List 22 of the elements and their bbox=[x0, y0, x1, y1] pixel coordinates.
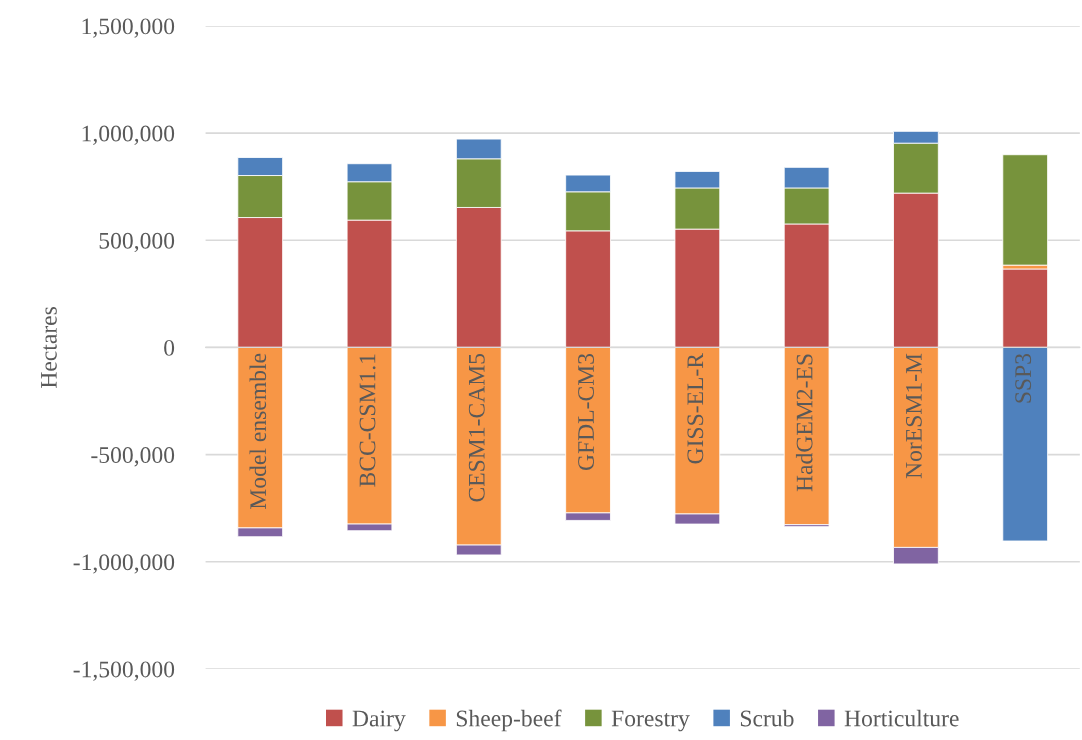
x-tick-label: SSP3 bbox=[1015, 353, 1032, 403]
x-tick-label: CESM1-CAM5 bbox=[468, 353, 485, 502]
y-tick-label: 500,000 bbox=[99, 232, 175, 253]
y-tick-label: -1,000,000 bbox=[73, 554, 175, 574]
legend-label: Scrub bbox=[740, 709, 794, 727]
legend-label: Forestry bbox=[611, 710, 690, 732]
legend-label: Dairy bbox=[352, 710, 406, 732]
x-tick-label: GFDL-CM3 bbox=[578, 353, 594, 471]
y-tick-label: -1,500,000 bbox=[73, 661, 175, 681]
y-tick-label: 0 bbox=[164, 339, 175, 356]
y-axis-title: Hectares bbox=[41, 307, 57, 389]
x-tick-label: GISS-EL-R bbox=[687, 353, 704, 464]
x-tick-label: Model ensemble bbox=[249, 353, 267, 510]
y-tick-label: 1,000,000 bbox=[82, 125, 175, 145]
x-tick-label: NorESM1-M bbox=[905, 353, 922, 479]
bar bbox=[1002, 154, 1049, 266]
legend-label: Horticulture bbox=[844, 709, 959, 727]
y-tick-label: -500,000 bbox=[91, 447, 175, 467]
x-tick-label: BCC-CSM1.1 bbox=[359, 354, 376, 487]
y-tick-label: 1,500,000 bbox=[82, 18, 175, 38]
legend-label: Sheep-beef bbox=[456, 709, 562, 732]
x-tick-label: HadGEM2-ES bbox=[795, 354, 813, 492]
